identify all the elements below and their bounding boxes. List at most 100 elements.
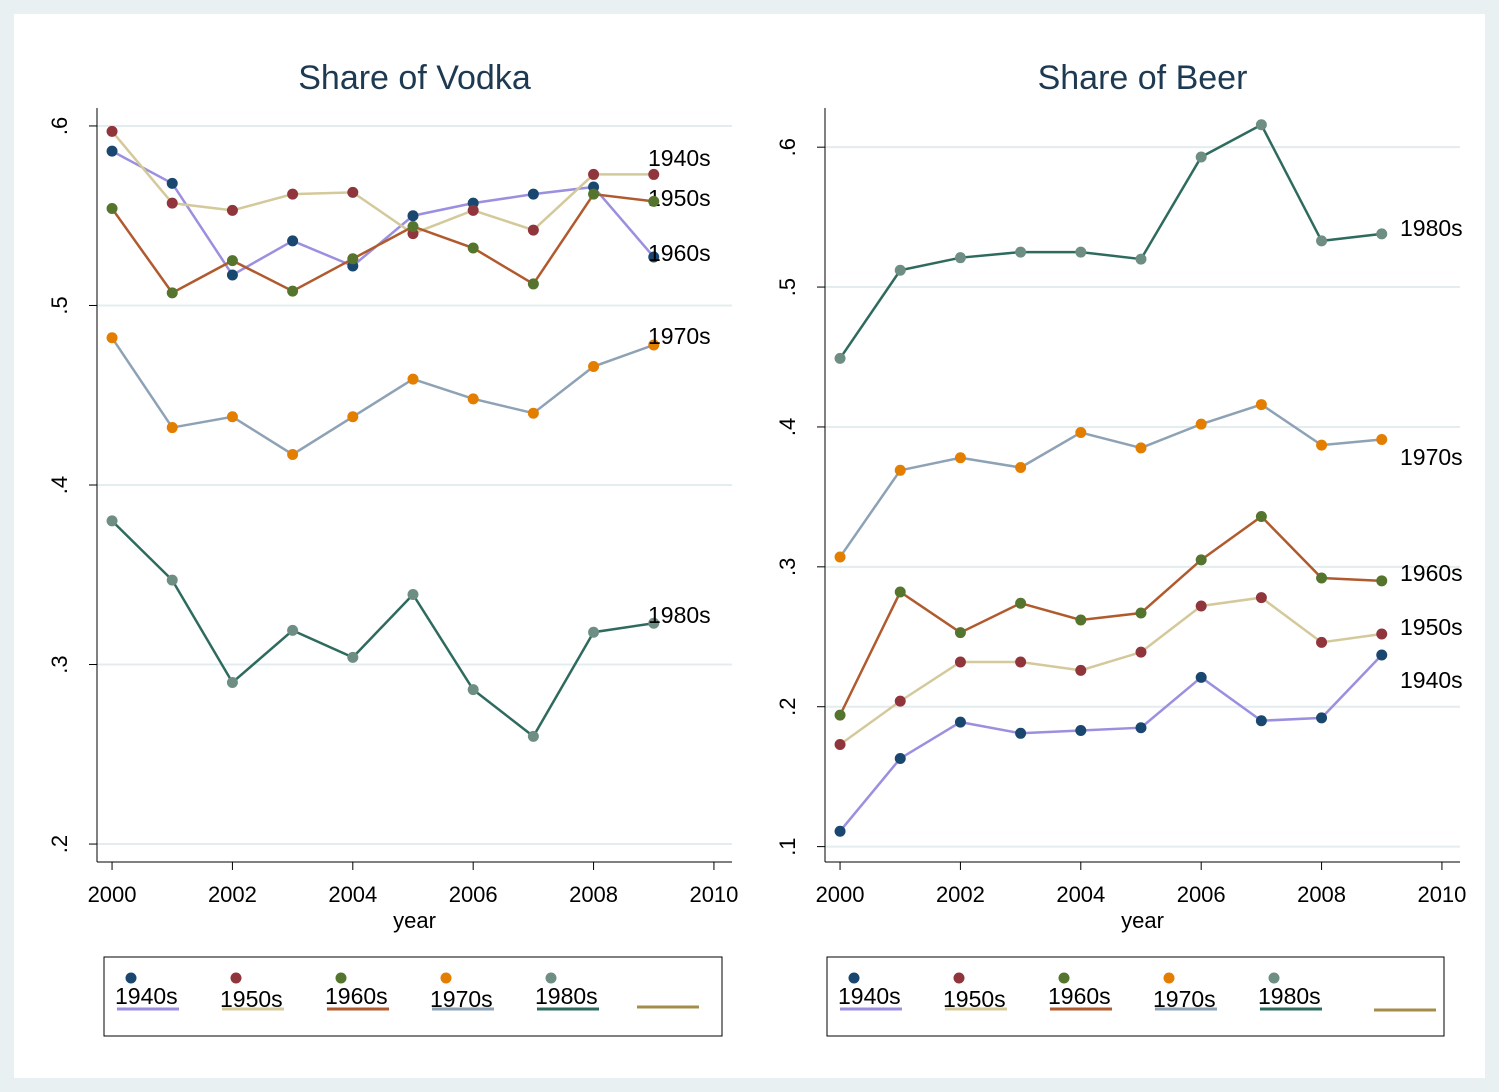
marker — [894, 264, 906, 276]
marker — [588, 168, 600, 180]
marker — [1195, 151, 1207, 163]
marker — [166, 287, 178, 299]
marker — [1015, 656, 1027, 668]
y-tick-label: .6 — [775, 138, 800, 156]
x-tick-label: 2004 — [1056, 882, 1105, 907]
marker — [1075, 725, 1087, 737]
marker — [588, 626, 600, 638]
marker — [166, 197, 178, 209]
marker — [1316, 712, 1328, 724]
marker — [287, 624, 299, 636]
chart-title: Share of Vodka — [298, 59, 531, 97]
marker — [226, 204, 238, 216]
legend-marker — [1268, 972, 1280, 984]
series-line — [111, 130, 654, 236]
marker — [954, 656, 966, 668]
marker — [954, 252, 966, 264]
marker — [834, 825, 846, 837]
y-tick-label: .4 — [47, 476, 72, 494]
marker — [347, 253, 359, 265]
y-tick-label: .4 — [775, 418, 800, 436]
legend-marker — [1163, 972, 1175, 984]
series-line — [111, 149, 655, 277]
marker — [1015, 597, 1027, 609]
marker — [407, 373, 419, 385]
y-tick-label: .3 — [47, 655, 72, 673]
marker — [1135, 253, 1147, 265]
marker — [106, 203, 118, 215]
marker — [226, 676, 238, 688]
series-line — [838, 514, 1382, 716]
legend-marker — [545, 972, 557, 984]
marker — [1075, 614, 1087, 626]
marker — [894, 752, 906, 764]
marker — [287, 235, 299, 247]
legend-marker — [440, 972, 452, 984]
marker — [226, 255, 238, 267]
legend-box — [826, 956, 1445, 1037]
marker — [527, 278, 539, 290]
marker — [954, 627, 966, 639]
marker — [347, 411, 359, 423]
marker — [894, 586, 906, 598]
chart-title: Share of Beer — [1038, 59, 1248, 97]
series-line — [839, 596, 1382, 746]
x-tick-label: 2004 — [328, 882, 377, 907]
marker — [166, 422, 178, 434]
legend-marker — [848, 972, 860, 984]
y-tick-label: .6 — [47, 117, 72, 135]
marker — [527, 224, 539, 236]
marker — [1015, 462, 1027, 474]
marker — [347, 186, 359, 198]
series-end-label: 1960s — [1400, 560, 1463, 586]
marker — [527, 188, 539, 200]
marker — [1135, 607, 1147, 619]
marker — [1075, 427, 1087, 439]
marker — [834, 352, 846, 364]
series-line — [111, 520, 654, 739]
marker — [1316, 235, 1328, 247]
marker — [1376, 434, 1388, 446]
marker — [648, 339, 660, 351]
marker — [226, 411, 238, 423]
marker — [954, 452, 966, 464]
marker — [1255, 119, 1267, 131]
series-end-label: 1970s — [1400, 444, 1463, 470]
marker — [1075, 664, 1087, 676]
series-end-label: 1980s — [648, 602, 711, 628]
series-line — [839, 403, 1382, 558]
marker — [1255, 715, 1267, 727]
marker — [834, 709, 846, 721]
x-tick-label: 2008 — [1297, 882, 1346, 907]
marker — [106, 332, 118, 344]
x-tick-label: 2008 — [569, 882, 618, 907]
series-end-label: 1960s — [648, 240, 711, 266]
x-tick-label: 2000 — [816, 882, 865, 907]
marker — [1376, 628, 1388, 640]
marker — [588, 361, 600, 373]
y-tick-label: .1 — [775, 837, 800, 855]
legend-marker — [953, 972, 965, 984]
marker — [166, 574, 178, 586]
marker — [834, 551, 846, 563]
marker — [1135, 722, 1147, 734]
marker — [287, 285, 299, 297]
marker — [347, 651, 359, 663]
marker — [287, 448, 299, 460]
marker — [1195, 671, 1207, 683]
series-line — [839, 123, 1382, 360]
marker — [467, 393, 479, 405]
marker — [954, 716, 966, 728]
legend-box — [103, 956, 723, 1037]
legend-marker — [230, 972, 242, 984]
marker — [106, 515, 118, 527]
marker — [166, 177, 178, 189]
marker — [648, 251, 660, 263]
marker — [1135, 442, 1147, 454]
graph-region — [14, 14, 1485, 1078]
marker — [648, 617, 660, 629]
marker — [1075, 246, 1087, 258]
marker — [527, 730, 539, 742]
marker — [106, 145, 118, 157]
